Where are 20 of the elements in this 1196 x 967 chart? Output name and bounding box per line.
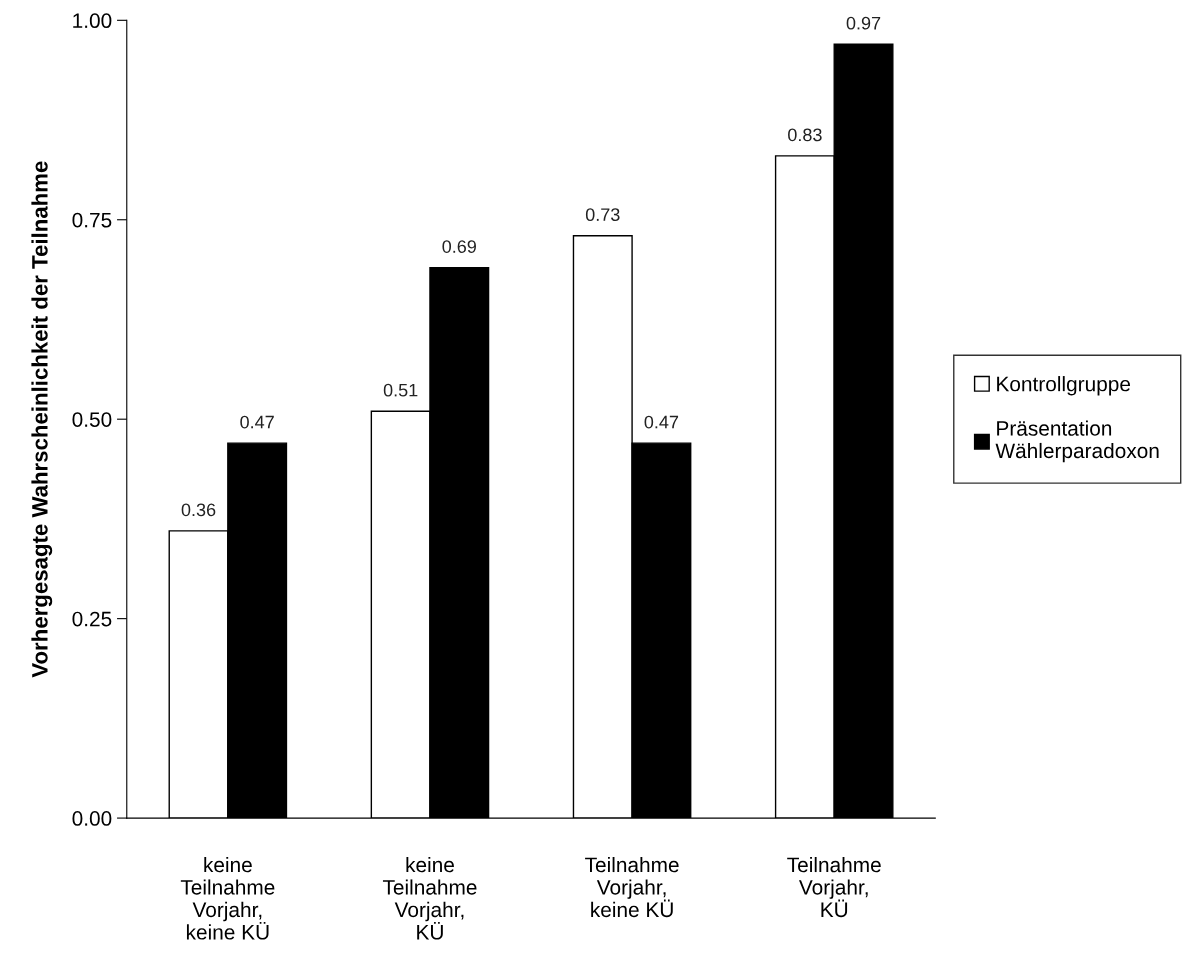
y-axis-title: Vorhergesagte Wahrscheinlichkeit der Teilnahme (31, 161, 53, 678)
data-label: 0.97 (846, 16, 881, 30)
x-tick-label: keine Teilnahme Vorjahr, KÜ (382, 856, 477, 940)
legend-label: Präsentation Wählerparadoxon (995, 420, 1159, 463)
x-tick-label: Teilnahme Vorjahr, KÜ (787, 856, 881, 918)
y-tick-label: 0.75 (72, 212, 112, 228)
data-label: 0.51 (383, 383, 418, 397)
data-label: 0.47 (644, 415, 679, 429)
legend-label: Kontrollgruppe (997, 376, 1131, 396)
y-tick-label: 0.50 (72, 412, 112, 427)
data-label: 0.69 (442, 240, 476, 253)
x-tick-label: keine Teilnahme Vorjahr, keine KÜ (180, 856, 275, 940)
data-label: 0.47 (240, 415, 274, 429)
y-tick-label: 0.00 (72, 811, 112, 826)
data-label: 0.83 (788, 128, 822, 142)
y-tick-label: 0.25 (72, 611, 112, 627)
y-tick-label: 1.00 (73, 13, 112, 29)
x-tick-label: Teilnahme Vorjahr, keine KÜ (585, 856, 679, 918)
data-label: 0.36 (181, 503, 216, 517)
data-label: 0.73 (585, 208, 620, 222)
